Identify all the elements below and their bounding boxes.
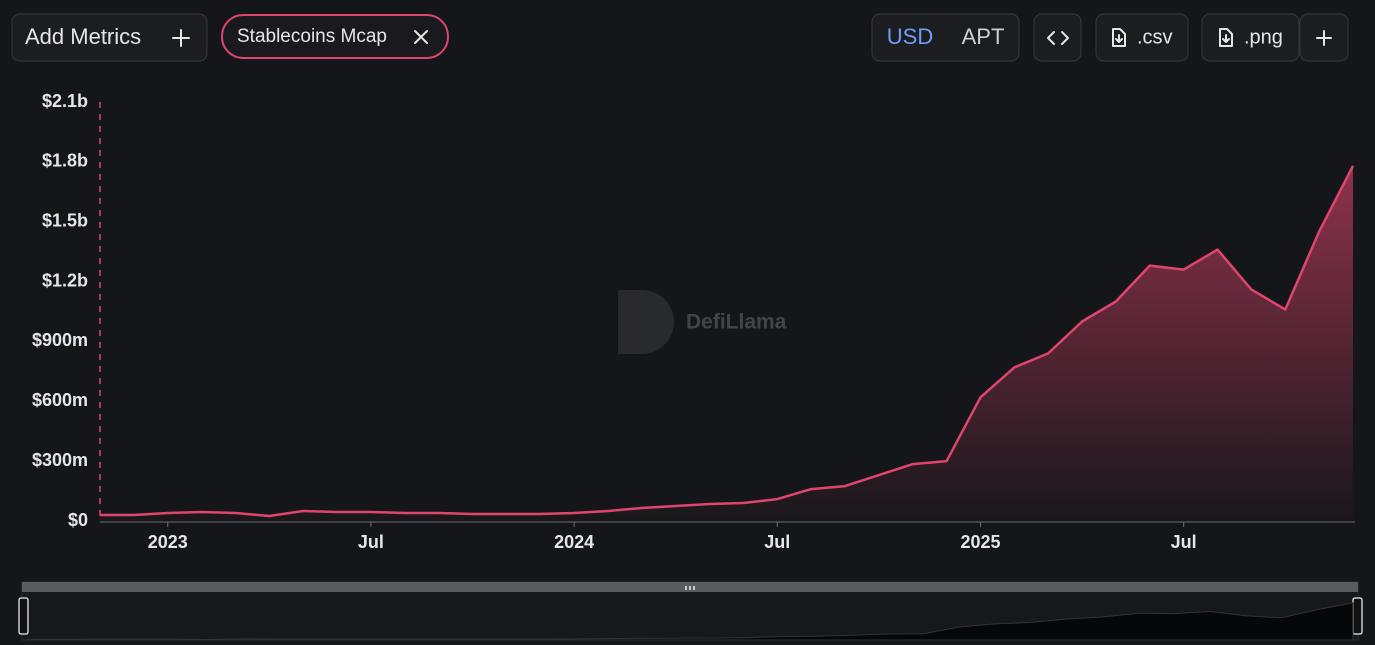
button-bg	[1095, 13, 1189, 62]
plus-icon	[1316, 30, 1332, 46]
y-tick-label: $2.1b	[42, 91, 88, 111]
y-tick-label: $1.8b	[42, 151, 88, 171]
y-tick-label: $300m	[32, 450, 88, 470]
currency-option[interactable]: APT	[962, 24, 1005, 49]
button-bg	[1201, 13, 1300, 62]
code-icon	[1047, 31, 1069, 45]
series-line	[100, 165, 1355, 518]
button-label: .png	[1244, 26, 1283, 48]
y-tick-label: $1.2b	[42, 270, 88, 290]
file-icon	[1112, 28, 1126, 47]
navigator-handle[interactable]	[1352, 597, 1363, 635]
y-tick-label: $600m	[32, 390, 88, 410]
watermark-text: DefiLlama	[686, 311, 787, 334]
close-icon	[414, 30, 428, 44]
x-tick-label: Jul	[358, 532, 384, 552]
png-button[interactable]: .png	[1201, 13, 1300, 62]
navigator-handle[interactable]	[18, 597, 29, 635]
watermark: DefiLlama	[618, 290, 787, 354]
x-tick-label: 2025	[960, 532, 1000, 552]
chip-bg	[221, 14, 449, 59]
x-tick-label: Jul	[764, 532, 790, 552]
y-tick-label: $900m	[32, 330, 88, 350]
x-tick-label: 2024	[554, 532, 594, 552]
x-tick-label: Jul	[1171, 532, 1197, 552]
button-label: Add Metrics	[25, 24, 141, 49]
currency-toggle: USD APT	[871, 13, 1020, 62]
y-tick-label: $0	[68, 510, 88, 530]
more-button[interactable]	[1299, 13, 1349, 62]
navigator-preview	[27, 602, 1354, 641]
add-metrics-button[interactable]: Add Metrics	[11, 13, 208, 62]
x-tick-label: 2023	[148, 532, 188, 552]
file-icon	[1219, 28, 1233, 47]
plus-icon	[172, 29, 190, 47]
metric-chip[interactable]: Stablecoins Mcap	[221, 14, 449, 59]
button-label: .csv	[1137, 26, 1173, 48]
watermark-logo	[618, 290, 674, 354]
navigator-grip	[685, 586, 695, 590]
embed-button[interactable]	[1033, 13, 1082, 62]
button-bg	[11, 13, 208, 62]
toggle-bg	[871, 13, 1020, 62]
csv-button[interactable]: .csv	[1095, 13, 1189, 62]
currency-option[interactable]: USD	[887, 24, 933, 49]
area-fill	[100, 165, 1353, 522]
y-tick-label: $1.5b	[42, 210, 88, 230]
chip-label: Stablecoins Mcap	[237, 26, 387, 47]
button-bg	[1033, 13, 1082, 62]
